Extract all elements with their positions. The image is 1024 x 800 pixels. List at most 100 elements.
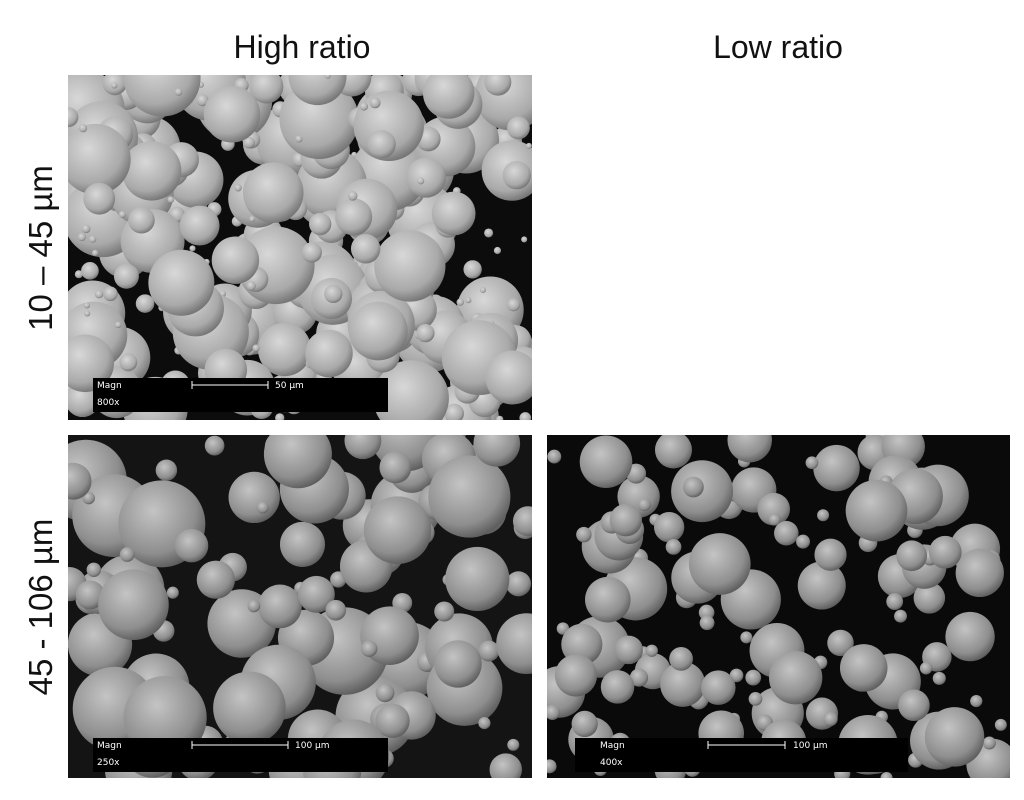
particle (196, 560, 235, 599)
particle (347, 191, 358, 201)
particle (77, 233, 86, 242)
particle (243, 136, 255, 149)
particle (98, 569, 169, 641)
particle (301, 242, 322, 263)
particle (955, 548, 1004, 598)
particle (405, 157, 447, 198)
particle (119, 547, 135, 562)
particle (682, 476, 704, 498)
particle (417, 177, 425, 185)
particle (428, 455, 511, 538)
particle (823, 711, 838, 727)
particle (114, 321, 122, 329)
particle (367, 130, 396, 159)
particle (103, 286, 118, 302)
particle (814, 538, 847, 571)
particle (84, 310, 91, 317)
particle (645, 644, 658, 657)
particle (768, 651, 823, 705)
particle (547, 449, 562, 464)
particle (894, 609, 907, 623)
particle (375, 683, 395, 703)
particle (128, 206, 155, 234)
particle (507, 738, 520, 751)
particle (83, 302, 90, 309)
particle (805, 456, 819, 470)
particle (263, 435, 332, 489)
particle (489, 753, 522, 778)
particle (688, 533, 751, 595)
particle (465, 297, 472, 304)
particle (121, 141, 182, 201)
particle (898, 689, 930, 722)
particle (119, 353, 138, 372)
particle (166, 586, 179, 599)
particle (797, 561, 846, 610)
particle (148, 249, 215, 316)
particle (932, 671, 946, 685)
particle (256, 501, 269, 514)
particle (473, 435, 521, 467)
particle (839, 644, 888, 692)
scale-bar: Magn 400x 100 µm (575, 738, 908, 772)
particle (669, 646, 694, 671)
particle (348, 301, 408, 361)
particle (571, 710, 598, 738)
particle (434, 640, 482, 688)
magnification: 800x (97, 398, 120, 408)
particle (654, 435, 692, 469)
particle (745, 669, 762, 686)
particle (880, 771, 893, 778)
particle (505, 571, 531, 597)
particle (325, 599, 347, 621)
particle (68, 107, 79, 128)
particle (813, 444, 860, 492)
particle (600, 670, 635, 704)
particle (994, 718, 1007, 731)
particle (456, 298, 464, 306)
particle (817, 509, 830, 522)
particle (94, 289, 104, 299)
particle (258, 584, 302, 629)
particle (924, 707, 985, 767)
particle (919, 662, 933, 675)
particle (375, 703, 410, 738)
particle (81, 261, 99, 280)
particle (309, 212, 332, 236)
row-label: 45 - 106 µm (22, 519, 59, 696)
particle (547, 759, 557, 774)
particle (179, 205, 220, 246)
particle (305, 329, 353, 378)
particle (118, 210, 126, 218)
particle (434, 601, 455, 622)
particle (970, 694, 983, 708)
particle (701, 670, 736, 705)
particle (896, 540, 928, 572)
particle (189, 245, 196, 252)
particle (174, 528, 209, 563)
particle (252, 344, 260, 352)
particle (213, 671, 286, 745)
particle (363, 496, 432, 564)
particle (576, 526, 592, 543)
particle (373, 360, 449, 420)
particle (167, 196, 175, 204)
column-header: Low ratio (713, 29, 843, 65)
particle (297, 575, 335, 613)
particle (431, 191, 476, 236)
column-header: High ratio (234, 29, 371, 65)
scale-bar: Magn 250x 100 µm (93, 738, 388, 772)
particle (547, 704, 560, 721)
particle (886, 593, 904, 610)
particle (81, 224, 91, 234)
particle (484, 228, 494, 238)
particle (155, 459, 178, 481)
particle (463, 260, 482, 279)
particle (135, 294, 155, 313)
particle (86, 562, 101, 577)
particle (279, 521, 326, 567)
particle (444, 403, 465, 420)
particle (445, 546, 510, 612)
particle (913, 582, 946, 614)
